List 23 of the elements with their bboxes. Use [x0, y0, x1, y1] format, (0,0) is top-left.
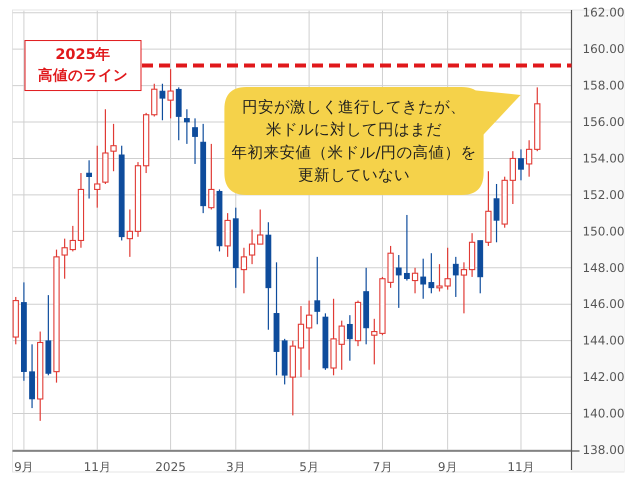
annotation: 円安が激しく進行してきたが、米ドルに対して円はまだ年初来安値（米ドル/円の高値）を更新していない [231, 98, 477, 184]
y-tick-label: 140.00 [582, 406, 624, 421]
y-tick-label: 150.00 [582, 224, 624, 238]
y-tick-label: 142.00 [582, 370, 624, 384]
y-tick-label: 160.00 [582, 42, 624, 56]
y-tick-label: 146.00 [582, 297, 624, 312]
x-tick-label: 9月 [14, 460, 34, 474]
y-tick-label: 138.00 [582, 443, 624, 457]
x-tick-label: 2025 [155, 460, 186, 474]
y-tick-label: 144.00 [582, 334, 624, 348]
x-tick-label: 11月 [84, 460, 111, 474]
y-tick-label: 158.00 [582, 78, 624, 93]
ref-line-label: 2025年高値のライン [38, 46, 128, 84]
y-tick-label: 152.00 [582, 188, 624, 202]
y-tick-label: 156.00 [582, 115, 624, 130]
x-tick-label: 11月 [507, 460, 535, 474]
x-tick-label: 3月 [226, 460, 246, 474]
y-tick-label: 162.00 [582, 6, 624, 20]
x-tick-label: 5月 [299, 460, 319, 474]
y-tick-label: 154.00 [582, 151, 624, 166]
x-tick-label: 9月 [438, 460, 458, 474]
y-tick-label: 148.00 [582, 260, 624, 275]
x-tick-label: 7月 [372, 460, 392, 474]
